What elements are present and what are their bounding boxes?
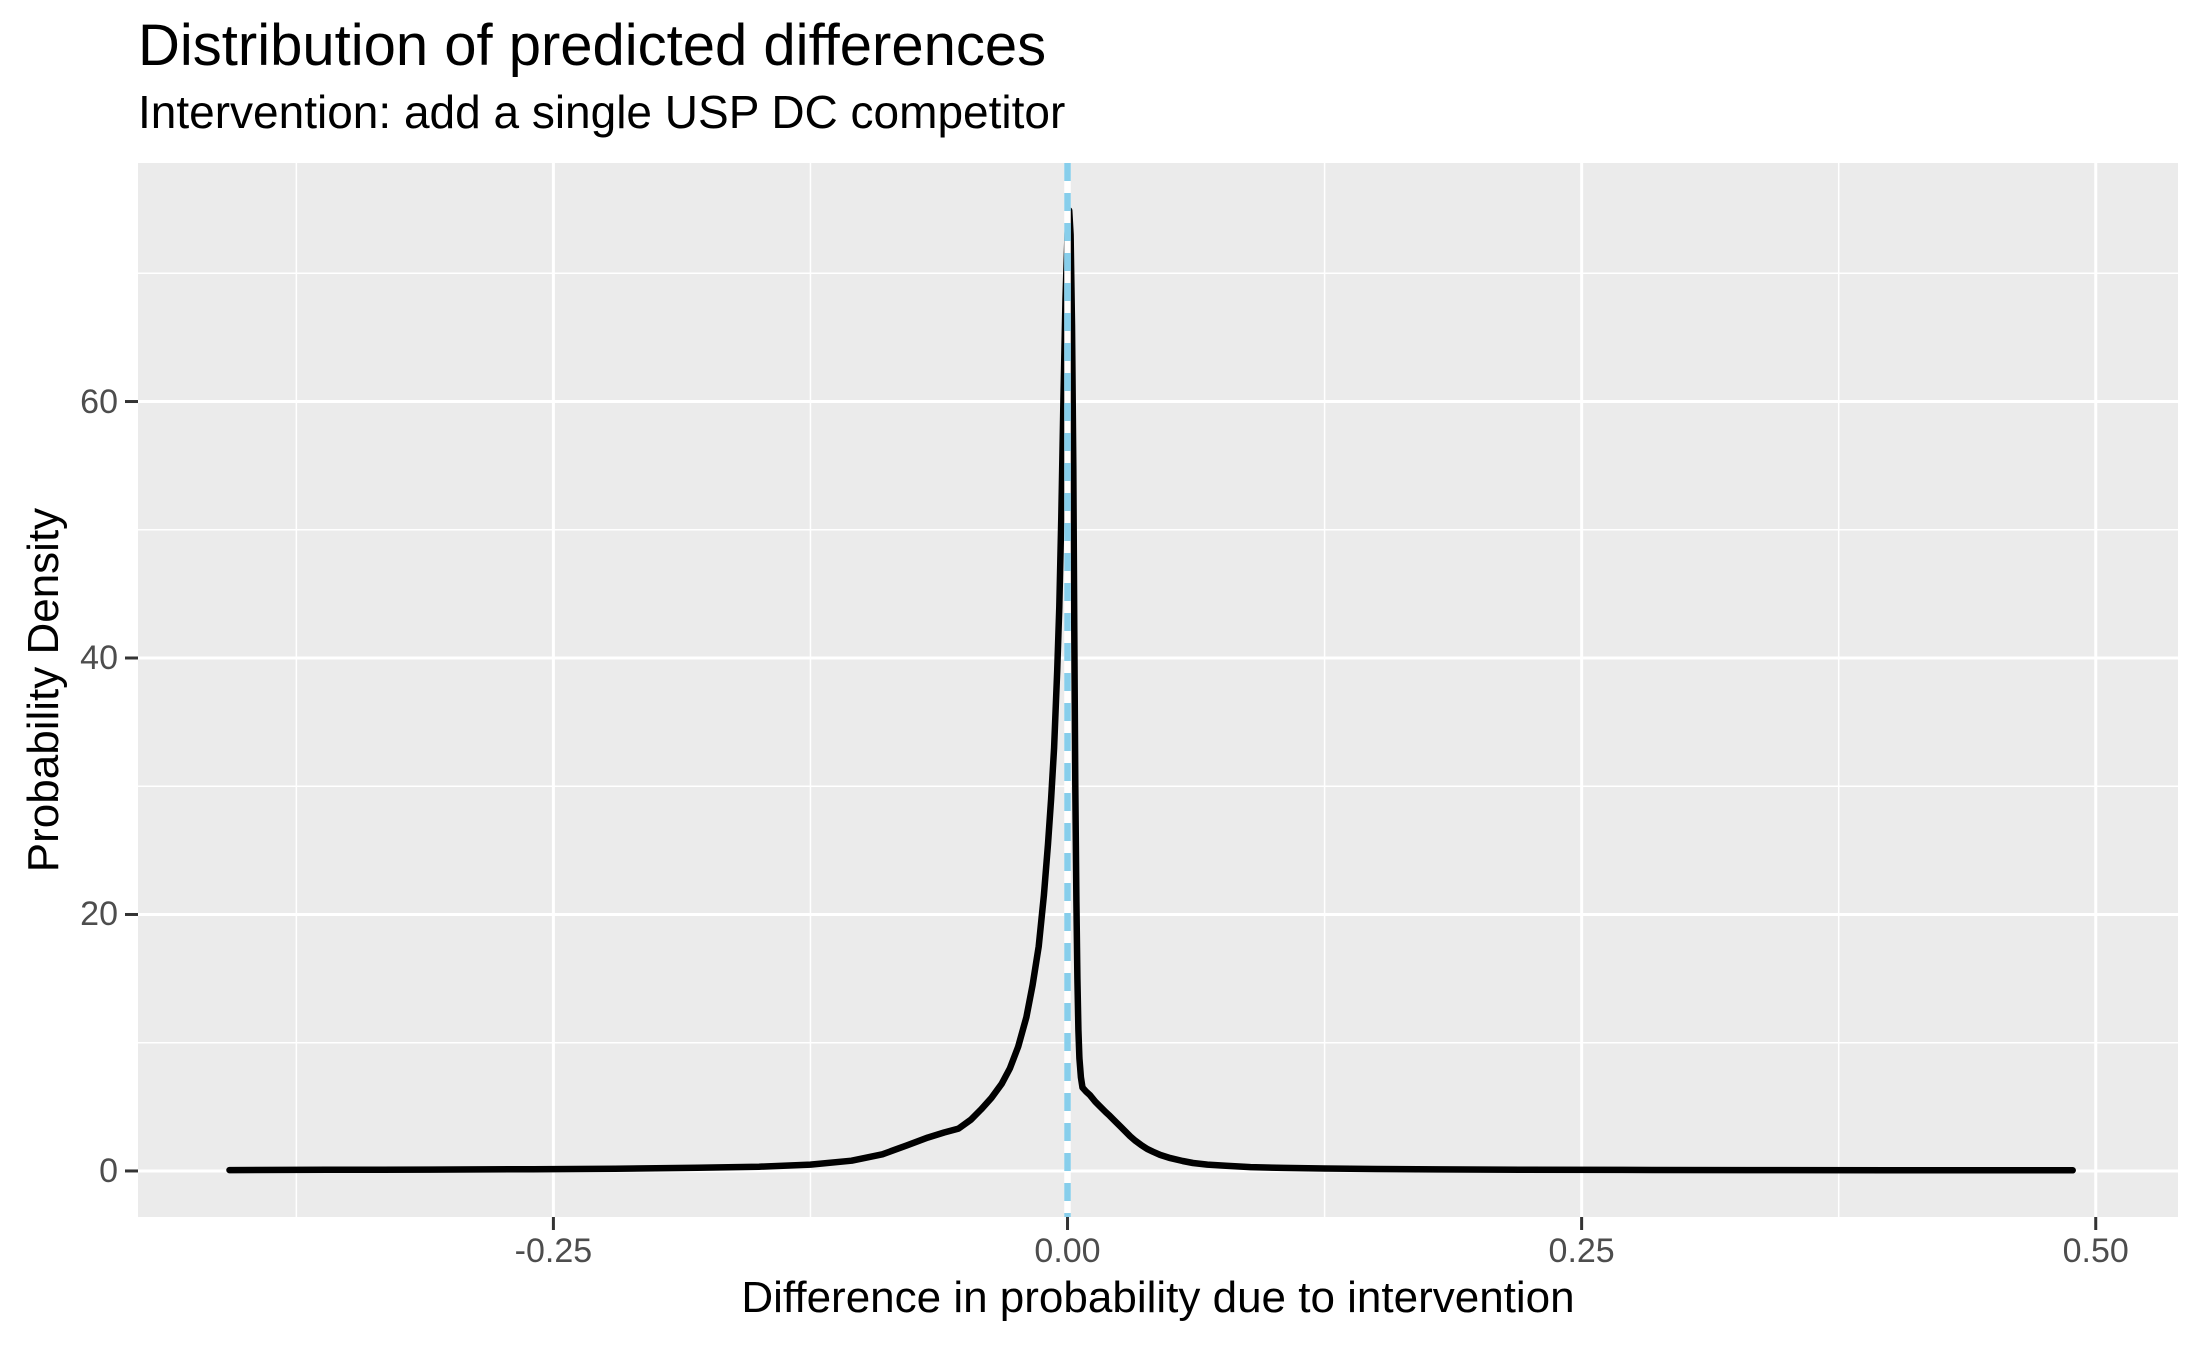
y-tick-label: 0 bbox=[99, 1151, 118, 1190]
x-tick-label: 0.25 bbox=[1548, 1232, 1615, 1270]
x-axis-title: Difference in probability due to interve… bbox=[741, 1273, 1575, 1322]
y-tick-label: 60 bbox=[80, 382, 118, 421]
y-tick-label: 40 bbox=[80, 639, 118, 677]
panel-background bbox=[138, 163, 2178, 1217]
x-tick-label: -0.25 bbox=[514, 1232, 593, 1270]
density-curve bbox=[226, 207, 2076, 1174]
plot-title: Distribution of predicted differences bbox=[138, 13, 1047, 78]
axis-tick-marks bbox=[125, 400, 2098, 1230]
y-tick-label: 20 bbox=[80, 895, 118, 934]
x-tick-label: 0.50 bbox=[2062, 1232, 2129, 1270]
plot-subtitle: Intervention: add a single USP DC compet… bbox=[138, 86, 1066, 138]
x-tick-label: 0.00 bbox=[1034, 1232, 1101, 1270]
minor-gridlines bbox=[138, 163, 2178, 1217]
y-axis-title: Probability Density bbox=[18, 507, 68, 873]
